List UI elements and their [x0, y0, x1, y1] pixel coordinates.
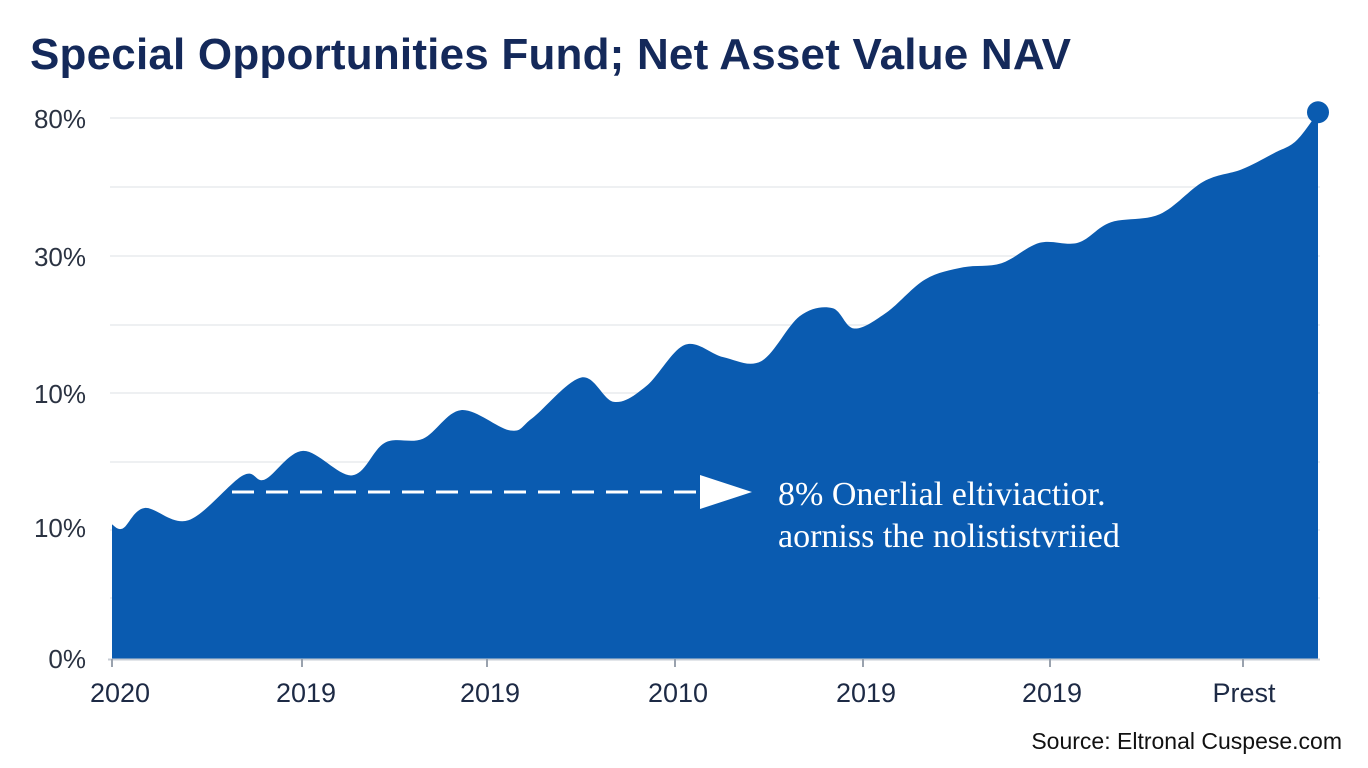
annotation-line-1: 8% Onerlial eltiviactior. — [778, 476, 1106, 513]
x-axis-ticks: 2020 2019 2019 2010 2019 2019 Prest — [90, 659, 1276, 708]
annotation-line-2: aorniss the nolististvriied — [778, 518, 1120, 555]
x-tick-label: 2019 — [1022, 678, 1082, 708]
end-point-marker — [1307, 101, 1329, 124]
y-tick-label: 0% — [48, 644, 86, 674]
y-tick-label: 10% — [34, 379, 86, 409]
x-tick-label: Prest — [1212, 678, 1276, 708]
annotation: 8% Onerlial eltiviactior. aorniss the no… — [130, 475, 1120, 555]
x-tick-label: 2010 — [648, 678, 708, 708]
x-tick-label: 2019 — [276, 678, 336, 708]
x-tick-label: 2020 — [90, 678, 150, 708]
y-axis-ticks: 80% 30% 10% 10% 0% — [34, 104, 86, 674]
source-note: Source: Eltronal Cuspese.com — [1031, 728, 1342, 754]
chart-title: Special Opportunities Fund; Net Asset Va… — [30, 30, 1072, 79]
x-tick-label: 2019 — [836, 678, 896, 708]
y-tick-label: 80% — [34, 104, 86, 134]
y-tick-label: 30% — [34, 242, 86, 272]
nav-area — [112, 112, 1318, 659]
x-tick-label: 2019 — [460, 678, 520, 708]
y-tick-label: 10% — [34, 513, 86, 543]
annotation-arrowhead — [700, 475, 752, 509]
